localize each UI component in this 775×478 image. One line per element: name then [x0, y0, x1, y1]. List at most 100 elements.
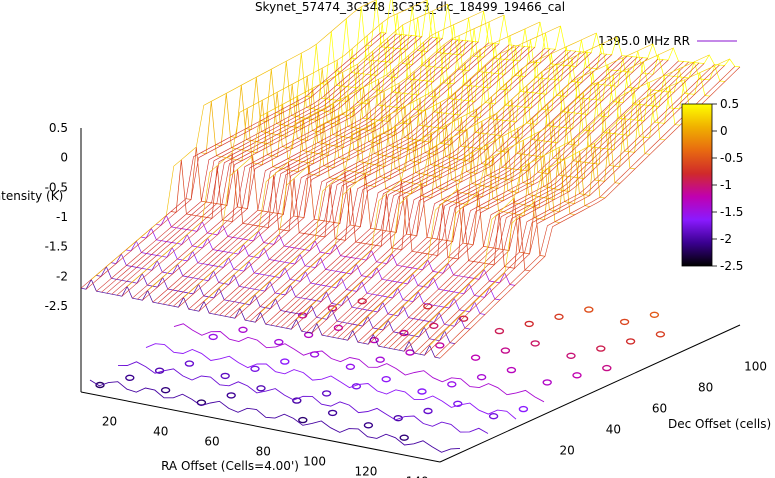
x-tick-label: 20	[102, 415, 117, 429]
colorbar	[681, 103, 713, 267]
contour-blob	[220, 372, 230, 380]
base-contours	[89, 298, 666, 453]
surface-line	[142, 38, 443, 301]
z-tick-label: -2.5	[45, 299, 68, 313]
x-axis-label: RA Offset (Cells=4.00')	[161, 459, 299, 473]
surface-line	[373, 47, 674, 335]
contour-blob	[405, 349, 415, 356]
contour-blob	[488, 413, 499, 420]
contour-blob	[584, 306, 594, 313]
x-tick-label: 60	[204, 435, 219, 449]
contour-blob	[208, 333, 218, 341]
surface-line	[342, 57, 643, 340]
contour-line	[173, 323, 545, 403]
surface-line	[255, 48, 556, 323]
surface-line	[178, 41, 479, 308]
colorbar-tick-label: -2	[720, 232, 732, 246]
colorbar-tick-label: -0.5	[720, 151, 743, 165]
surface-line	[280, 51, 582, 328]
contour-blob	[292, 397, 302, 404]
surface-line	[424, 65, 725, 356]
surface-line	[270, 50, 572, 326]
contour-blob	[542, 379, 552, 386]
colorbar-tick-label: -2.5	[720, 259, 743, 273]
surface-line	[352, 43, 653, 331]
colorbar-tick-label: -1.5	[720, 205, 743, 219]
surface-line	[101, 34, 402, 293]
contour-blob	[602, 364, 612, 372]
contour-blob	[453, 400, 463, 407]
surface-line	[214, 45, 515, 315]
surface-line	[80, 278, 441, 359]
surface-line	[127, 0, 428, 287]
surface-line	[393, 62, 695, 350]
contour-blob	[160, 387, 171, 394]
surface-line	[388, 61, 689, 349]
contour-blob	[494, 327, 505, 335]
contour-blob	[655, 331, 666, 338]
contour-line	[89, 379, 461, 453]
surface-line	[91, 0, 377, 280]
colorbar-ticks: 0.5 0 -0.5 -1 -1.5 -2 -2.5	[712, 97, 743, 273]
surface-line	[219, 45, 520, 316]
contour-blob	[429, 322, 439, 329]
contour-blob	[125, 374, 135, 381]
x-tick-label: 100	[303, 455, 326, 469]
contour-blob	[649, 311, 660, 318]
contour-blob	[280, 358, 290, 365]
surface-line	[198, 43, 500, 312]
surface-line	[337, 56, 638, 339]
surface-line	[367, 59, 669, 345]
surface-line	[414, 64, 715, 354]
surface-line	[183, 10, 484, 298]
y-tick-label: 80	[698, 381, 713, 395]
x-tick-label: 40	[153, 425, 168, 439]
contour-blob	[95, 381, 105, 389]
y-axis-ticks: 20406080100120140	[560, 359, 768, 457]
contour-blob	[375, 356, 385, 363]
y-axis-label: Dec Offset (cells)	[668, 417, 771, 431]
x-tick-label: 120	[354, 465, 377, 478]
contour-line	[117, 361, 489, 434]
colorbar-tick-label: -1	[720, 178, 732, 192]
surface-line	[188, 42, 489, 310]
surface-line	[260, 25, 561, 313]
surface-line	[147, 3, 448, 291]
z-tick-label: 0.5	[49, 121, 68, 135]
contour-blob	[423, 407, 433, 415]
surface-line	[96, 33, 397, 292]
surface-line	[326, 55, 628, 337]
legend-entry-label: 1395.0 MHz RR	[598, 34, 690, 48]
surface-line	[419, 64, 720, 355]
surface-line	[311, 54, 613, 334]
contour-blob	[435, 342, 445, 349]
surface-line	[132, 37, 433, 299]
x-axis-ticks: 20 40 60 80 100 120 140	[102, 415, 429, 478]
contour-blob	[345, 363, 356, 370]
contour-blob	[423, 303, 433, 310]
contour-blob	[381, 376, 391, 383]
surface-line	[291, 52, 592, 330]
surface-line	[332, 56, 633, 338]
surface-line	[203, 14, 505, 302]
x-tick-label: 140	[406, 475, 429, 478]
contour-blob	[596, 345, 606, 352]
surface-line	[239, 21, 541, 309]
y-tick-label: 100	[744, 359, 767, 373]
surface-line	[152, 39, 453, 303]
surface-line	[224, 46, 525, 317]
contour-blob	[363, 422, 374, 429]
surface-line	[408, 54, 710, 342]
colorbar-tick-label: 0	[720, 124, 728, 138]
contour-blob	[238, 326, 248, 333]
contour-blob	[619, 318, 630, 326]
surface-line	[296, 32, 597, 320]
surface-line	[209, 44, 510, 314]
contour-blob	[298, 416, 308, 424]
surface-line	[383, 61, 684, 348]
surface-line	[321, 55, 623, 336]
surface-line	[234, 47, 536, 319]
surface-line	[121, 36, 423, 297]
surface-line	[306, 53, 607, 333]
z-axis-label: Intensity (K)	[0, 189, 63, 203]
